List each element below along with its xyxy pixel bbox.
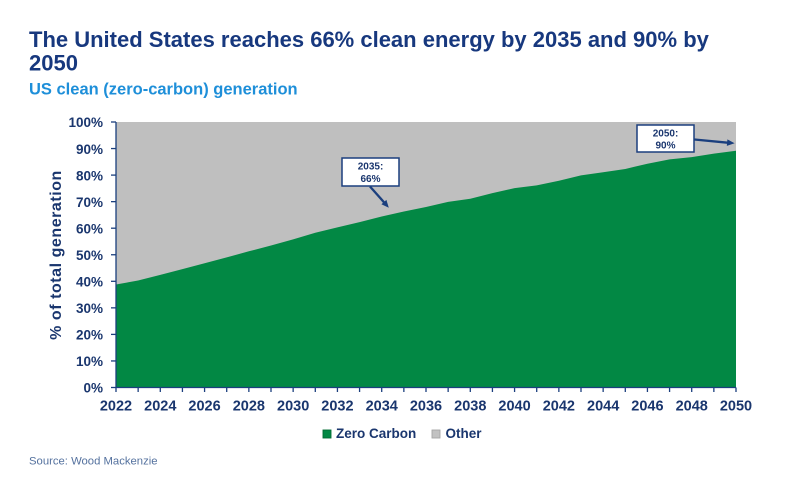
svg-text:2050: 2050 <box>720 399 752 415</box>
svg-text:The United States reaches 66%: The United States reaches 66% clean ener… <box>29 27 710 52</box>
svg-text:2040: 2040 <box>498 399 530 415</box>
svg-text:2022: 2022 <box>100 399 132 415</box>
svg-text:80%: 80% <box>76 168 103 183</box>
svg-text:2030: 2030 <box>277 399 309 415</box>
svg-text:2038: 2038 <box>454 399 486 415</box>
svg-text:90%: 90% <box>76 142 103 157</box>
svg-text:2034: 2034 <box>366 399 398 415</box>
svg-text:30%: 30% <box>76 301 103 316</box>
svg-text:100%: 100% <box>68 115 103 130</box>
svg-text:2050: 2050 <box>29 51 78 76</box>
svg-text:0%: 0% <box>83 381 103 396</box>
svg-text:40%: 40% <box>76 275 103 290</box>
svg-text:Other: Other <box>446 426 483 441</box>
svg-text:2050:: 2050: <box>653 128 679 139</box>
svg-text:Source: Wood Mackenzie: Source: Wood Mackenzie <box>29 456 158 468</box>
svg-text:2024: 2024 <box>144 399 176 415</box>
svg-text:2042: 2042 <box>543 399 575 415</box>
svg-text:2048: 2048 <box>676 399 708 415</box>
svg-text:20%: 20% <box>76 328 103 343</box>
svg-text:10%: 10% <box>76 354 103 369</box>
svg-text:2026: 2026 <box>188 399 220 415</box>
svg-text:50%: 50% <box>76 248 103 263</box>
svg-text:2046: 2046 <box>631 399 663 415</box>
svg-text:2036: 2036 <box>410 399 442 415</box>
svg-text:US clean (zero-carbon) generat: US clean (zero-carbon) generation <box>29 81 298 99</box>
svg-text:2044: 2044 <box>587 399 619 415</box>
svg-text:2032: 2032 <box>321 399 353 415</box>
svg-text:66%: 66% <box>360 174 380 185</box>
svg-text:2028: 2028 <box>233 399 265 415</box>
svg-text:Zero Carbon: Zero Carbon <box>336 426 416 441</box>
svg-text:90%: 90% <box>655 140 675 151</box>
svg-text:% of total generation: % of total generation <box>48 170 65 340</box>
svg-text:60%: 60% <box>76 221 103 236</box>
svg-text:70%: 70% <box>76 195 103 210</box>
svg-text:2035:: 2035: <box>358 162 384 173</box>
